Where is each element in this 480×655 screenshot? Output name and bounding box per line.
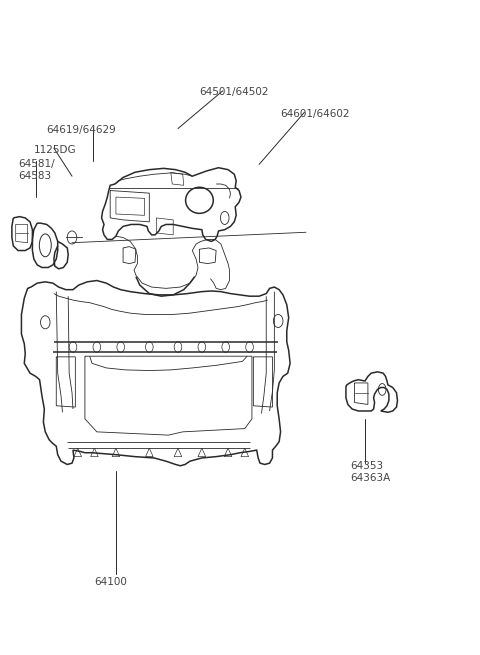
Text: 64100: 64100 <box>95 576 127 587</box>
Text: 64353
64363A: 64353 64363A <box>350 461 390 483</box>
Text: 64601/64602: 64601/64602 <box>281 109 350 119</box>
Text: 64581/
64583: 64581/ 64583 <box>18 159 55 181</box>
Text: 64619/64629: 64619/64629 <box>47 125 117 136</box>
Text: 1125DG: 1125DG <box>34 145 76 155</box>
Text: 64501/64502: 64501/64502 <box>199 88 269 98</box>
